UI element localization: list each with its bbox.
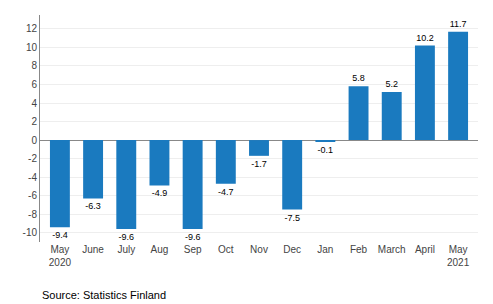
- svg-text:March: March: [378, 244, 406, 255]
- svg-text:June: June: [82, 244, 104, 255]
- svg-text:Feb: Feb: [350, 244, 368, 255]
- svg-text:11.7: 11.7: [450, 19, 467, 29]
- svg-text:-4: -4: [28, 172, 37, 183]
- svg-text:April: April: [415, 244, 435, 255]
- svg-text:-6.3: -6.3: [85, 201, 101, 211]
- svg-text:Source: Statistics Finland: Source: Statistics Finland: [42, 289, 166, 301]
- svg-text:-7.5: -7.5: [284, 213, 300, 223]
- svg-text:May2021: May2021: [447, 244, 470, 268]
- svg-text:-1.7: -1.7: [251, 159, 267, 169]
- svg-text:May2020: May2020: [49, 244, 72, 268]
- svg-text:-2: -2: [28, 153, 37, 164]
- svg-text:Jan: Jan: [317, 244, 333, 255]
- svg-text:5.2: 5.2: [385, 79, 398, 89]
- svg-text:-9.4: -9.4: [52, 230, 68, 240]
- svg-text:10: 10: [26, 42, 38, 53]
- svg-text:Aug: Aug: [151, 244, 169, 255]
- svg-text:July: July: [117, 244, 135, 255]
- svg-text:Sep: Sep: [184, 244, 202, 255]
- svg-text:-10: -10: [23, 227, 38, 238]
- svg-text:10.2: 10.2: [416, 33, 434, 43]
- svg-text:-8: -8: [28, 209, 37, 220]
- svg-text:2: 2: [31, 116, 37, 127]
- svg-text:Dec: Dec: [283, 244, 301, 255]
- svg-text:-9.6: -9.6: [119, 232, 135, 242]
- svg-text:Nov: Nov: [250, 244, 268, 255]
- svg-text:12: 12: [26, 23, 38, 34]
- svg-text:-0.1: -0.1: [318, 145, 334, 155]
- svg-text:4: 4: [31, 98, 37, 109]
- svg-text:8: 8: [31, 60, 37, 71]
- svg-text:6: 6: [31, 79, 37, 90]
- svg-text:-4.9: -4.9: [152, 188, 168, 198]
- svg-text:-9.6: -9.6: [185, 232, 201, 242]
- svg-text:0: 0: [31, 135, 37, 146]
- svg-text:-4.7: -4.7: [218, 187, 234, 197]
- svg-text:Oct: Oct: [218, 244, 234, 255]
- svg-text:5.8: 5.8: [352, 73, 365, 83]
- svg-text:-6: -6: [28, 190, 37, 201]
